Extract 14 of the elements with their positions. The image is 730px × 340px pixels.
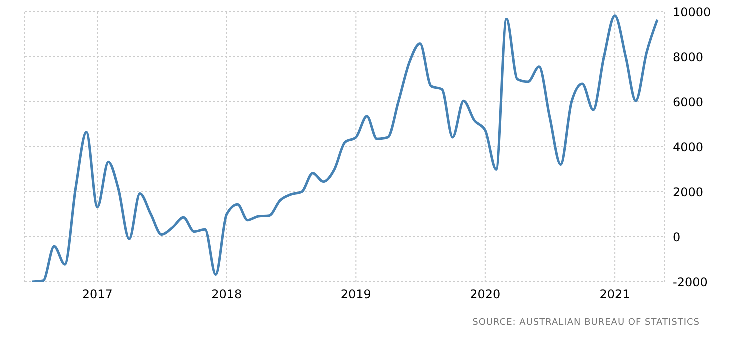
y-tick-label: -2000 (673, 275, 708, 290)
y-tick-label: 2000 (673, 185, 704, 200)
y-tick-label: 0 (673, 230, 681, 244)
x-tick-label: 2018 (212, 288, 242, 302)
x-tick-label: 2017 (82, 288, 113, 302)
source-note: SOURCE: AUSTRALIAN BUREAU OF STATISTICS (472, 318, 700, 328)
y-tick-label: 6000 (673, 95, 704, 110)
x-tick-label: 2021 (600, 288, 630, 302)
y-tick-label: 4000 (673, 140, 704, 154)
y-tick-label: 8000 (673, 50, 704, 64)
x-tick-label: 2019 (340, 288, 372, 302)
x-tick-label: 2020 (470, 288, 501, 302)
line-series (31, 14, 659, 282)
y-tick-label: 10000 (673, 5, 712, 20)
